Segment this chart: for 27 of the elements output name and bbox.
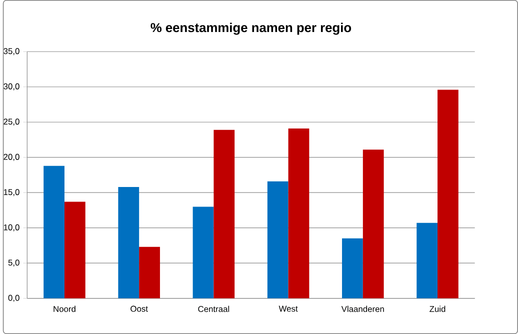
y-tick-label: 35,0	[4, 48, 20, 56]
y-tick-label: 25,0	[4, 118, 20, 126]
bar	[118, 186, 140, 298]
bar	[64, 202, 86, 298]
x-tick-label: Oost	[130, 306, 148, 312]
y-tick-label: 10,0	[4, 224, 20, 232]
y-tick-label: 5,0	[8, 260, 20, 267]
x-tick-label: West	[278, 306, 298, 312]
bar	[438, 90, 458, 298]
bar	[192, 206, 214, 298]
x-tick-label: Noord	[54, 306, 76, 312]
y-tick-label: 20,0	[4, 154, 20, 161]
x-tick-label: Zuid	[430, 306, 446, 312]
y-tick-label: 30,0	[4, 83, 20, 90]
bar	[214, 130, 235, 298]
bar	[342, 238, 363, 298]
bar	[267, 181, 288, 298]
bar	[416, 222, 438, 298]
bar	[362, 150, 384, 298]
bar	[288, 128, 310, 298]
chart-title: % eenstammige namen per regio	[150, 22, 352, 35]
y-tick-label: 15,0	[4, 189, 20, 196]
y-tick-label: 0,0	[8, 294, 20, 302]
x-tick-label: Centraal	[198, 306, 230, 312]
bar	[44, 166, 64, 298]
bar	[139, 246, 160, 298]
x-tick-label: Vlaanderen	[341, 306, 384, 312]
